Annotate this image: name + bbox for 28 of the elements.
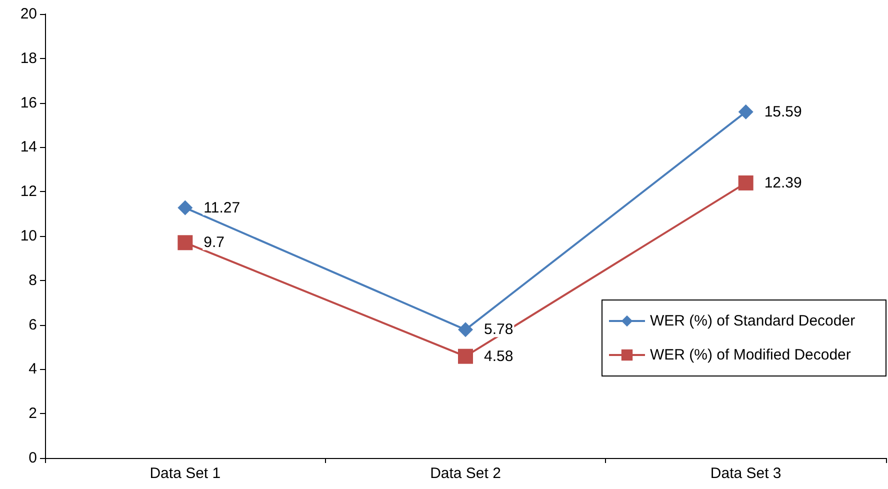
legend-label: WER (%) of Standard Decoder [650, 312, 856, 330]
y-tick-label: 14 [20, 138, 37, 156]
data-label: 12.39 [764, 174, 802, 192]
y-tick-label: 10 [20, 228, 37, 244]
y-tick-label: 12 [20, 183, 37, 200]
point [178, 235, 193, 250]
legend-label: WER (%) of Modified Decoder [650, 346, 851, 364]
y-tick-label: 16 [20, 94, 37, 112]
data-label: 15.59 [764, 103, 802, 120]
point [178, 200, 193, 216]
point [458, 322, 473, 338]
y-tick-label: 20 [20, 6, 37, 22]
x-tick-label: Data Set 1 [150, 465, 221, 482]
y-tick-label: 6 [28, 316, 37, 334]
data-label: 9.7 [204, 234, 225, 252]
y-tick-label: 2 [28, 405, 37, 422]
data-label: 11.27 [204, 199, 240, 216]
y-tick-label: 4 [28, 360, 37, 378]
y-tick-label: 8 [28, 272, 37, 289]
x-tick-label: Data Set 3 [710, 465, 782, 482]
point [738, 175, 754, 190]
data-label: 4.58 [484, 348, 514, 365]
y-tick-label: 0 [28, 450, 37, 466]
y-tick-label: 18 [20, 50, 37, 67]
point [458, 348, 473, 364]
point [738, 104, 754, 120]
data-label: 5.78 [484, 321, 514, 338]
x-tick-label: Data Set 2 [430, 465, 501, 482]
